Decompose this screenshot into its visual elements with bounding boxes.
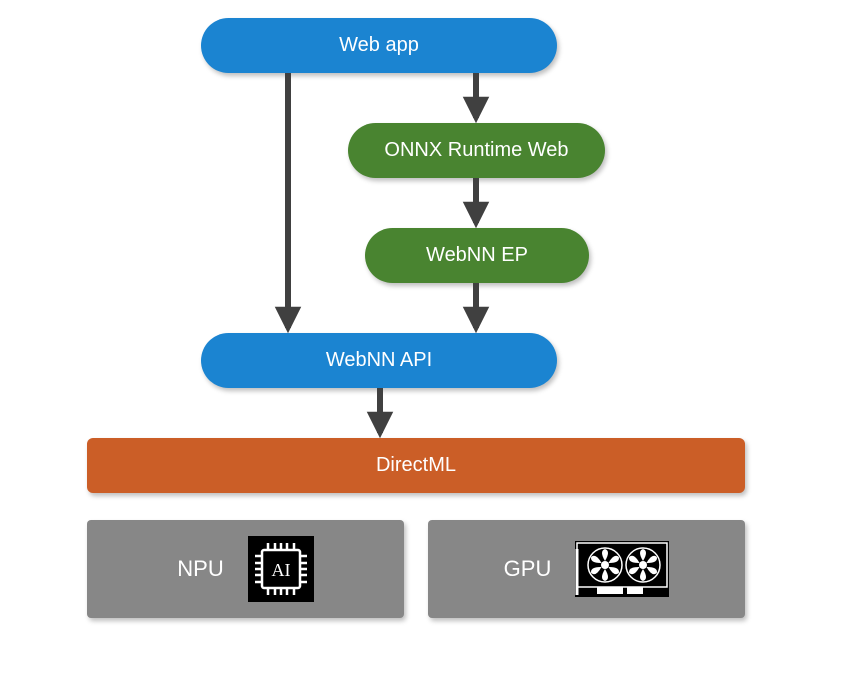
edges-layer (0, 0, 844, 682)
edge-group (288, 73, 476, 433)
